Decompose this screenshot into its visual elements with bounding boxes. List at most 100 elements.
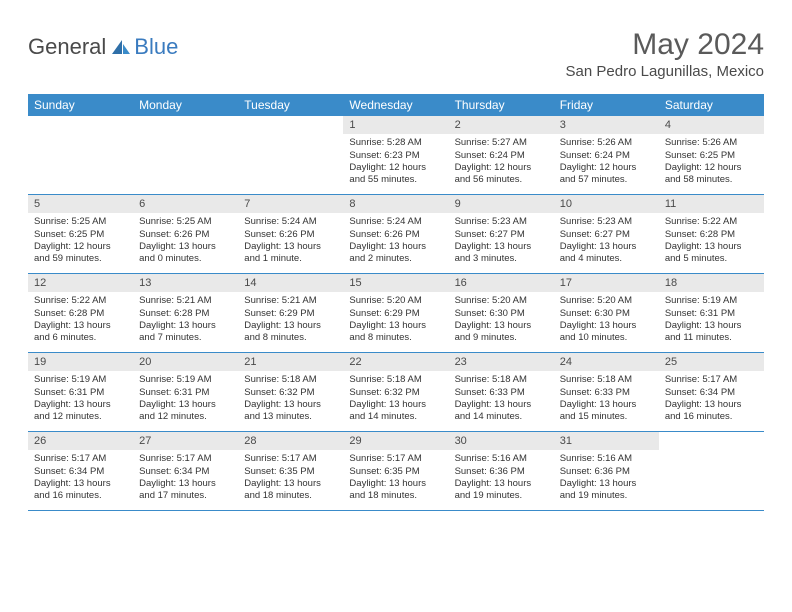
day-body: Sunrise: 5:23 AMSunset: 6:27 PMDaylight:… (554, 213, 659, 269)
sunrise-line: Sunrise: 5:20 AM (349, 295, 442, 307)
weekday-header: Saturday (659, 94, 764, 116)
day-cell: 28Sunrise: 5:17 AMSunset: 6:35 PMDayligh… (238, 432, 343, 510)
day-cell: 10Sunrise: 5:23 AMSunset: 6:27 PMDayligh… (554, 195, 659, 273)
day-cell: 15Sunrise: 5:20 AMSunset: 6:29 PMDayligh… (343, 274, 448, 352)
day-number: 2 (449, 116, 554, 134)
daylight-line: Daylight: 13 hours and 3 minutes. (455, 241, 548, 266)
day-number: 30 (449, 432, 554, 450)
sunrise-line: Sunrise: 5:21 AM (244, 295, 337, 307)
day-body: Sunrise: 5:16 AMSunset: 6:36 PMDaylight:… (449, 450, 554, 506)
daylight-line: Daylight: 13 hours and 18 minutes. (244, 478, 337, 503)
day-body: Sunrise: 5:18 AMSunset: 6:33 PMDaylight:… (554, 371, 659, 427)
month-title: May 2024 (566, 28, 764, 61)
day-body: Sunrise: 5:19 AMSunset: 6:31 PMDaylight:… (659, 292, 764, 348)
sunset-line: Sunset: 6:32 PM (244, 387, 337, 399)
daylight-line: Daylight: 13 hours and 19 minutes. (455, 478, 548, 503)
sunrise-line: Sunrise: 5:18 AM (455, 374, 548, 386)
day-body: Sunrise: 5:20 AMSunset: 6:30 PMDaylight:… (449, 292, 554, 348)
sunrise-line: Sunrise: 5:19 AM (665, 295, 758, 307)
weekday-header: Friday (554, 94, 659, 116)
sunrise-line: Sunrise: 5:17 AM (139, 453, 232, 465)
daylight-line: Daylight: 13 hours and 12 minutes. (139, 399, 232, 424)
day-number: 11 (659, 195, 764, 213)
day-cell: 4Sunrise: 5:26 AMSunset: 6:25 PMDaylight… (659, 116, 764, 194)
sunrise-line: Sunrise: 5:23 AM (455, 216, 548, 228)
day-number: 22 (343, 353, 448, 371)
day-number: 31 (554, 432, 659, 450)
day-cell: 2Sunrise: 5:27 AMSunset: 6:24 PMDaylight… (449, 116, 554, 194)
week-row: 19Sunrise: 5:19 AMSunset: 6:31 PMDayligh… (28, 353, 764, 432)
sunrise-line: Sunrise: 5:22 AM (665, 216, 758, 228)
day-cell: 30Sunrise: 5:16 AMSunset: 6:36 PMDayligh… (449, 432, 554, 510)
daylight-line: Daylight: 13 hours and 1 minute. (244, 241, 337, 266)
day-number: 1 (343, 116, 448, 134)
day-cell: 16Sunrise: 5:20 AMSunset: 6:30 PMDayligh… (449, 274, 554, 352)
sunset-line: Sunset: 6:35 PM (244, 466, 337, 478)
day-body: Sunrise: 5:19 AMSunset: 6:31 PMDaylight:… (28, 371, 133, 427)
daylight-line: Daylight: 13 hours and 11 minutes. (665, 320, 758, 345)
sunrise-line: Sunrise: 5:24 AM (244, 216, 337, 228)
sunset-line: Sunset: 6:28 PM (139, 308, 232, 320)
day-number: 27 (133, 432, 238, 450)
day-cell: 27Sunrise: 5:17 AMSunset: 6:34 PMDayligh… (133, 432, 238, 510)
day-cell: 17Sunrise: 5:20 AMSunset: 6:30 PMDayligh… (554, 274, 659, 352)
day-cell: 18Sunrise: 5:19 AMSunset: 6:31 PMDayligh… (659, 274, 764, 352)
day-number: 23 (449, 353, 554, 371)
sunset-line: Sunset: 6:27 PM (455, 229, 548, 241)
day-number: 16 (449, 274, 554, 292)
brand-part2: Blue (134, 34, 178, 60)
sunset-line: Sunset: 6:32 PM (349, 387, 442, 399)
title-block: May 2024 San Pedro Lagunillas, Mexico (566, 28, 764, 80)
day-body: Sunrise: 5:24 AMSunset: 6:26 PMDaylight:… (343, 213, 448, 269)
daylight-line: Daylight: 13 hours and 14 minutes. (349, 399, 442, 424)
sunset-line: Sunset: 6:29 PM (349, 308, 442, 320)
day-body: Sunrise: 5:25 AMSunset: 6:26 PMDaylight:… (133, 213, 238, 269)
sunset-line: Sunset: 6:29 PM (244, 308, 337, 320)
sunrise-line: Sunrise: 5:16 AM (560, 453, 653, 465)
sunrise-line: Sunrise: 5:21 AM (139, 295, 232, 307)
daylight-line: Daylight: 13 hours and 0 minutes. (139, 241, 232, 266)
day-number: 8 (343, 195, 448, 213)
day-cell: 11Sunrise: 5:22 AMSunset: 6:28 PMDayligh… (659, 195, 764, 273)
weekday-header: Monday (133, 94, 238, 116)
sunset-line: Sunset: 6:34 PM (665, 387, 758, 399)
day-body: Sunrise: 5:17 AMSunset: 6:34 PMDaylight:… (28, 450, 133, 506)
daylight-line: Daylight: 13 hours and 7 minutes. (139, 320, 232, 345)
day-cell (133, 116, 238, 194)
sunset-line: Sunset: 6:36 PM (560, 466, 653, 478)
day-body: Sunrise: 5:25 AMSunset: 6:25 PMDaylight:… (28, 213, 133, 269)
day-body: Sunrise: 5:26 AMSunset: 6:24 PMDaylight:… (554, 134, 659, 190)
day-body: Sunrise: 5:20 AMSunset: 6:29 PMDaylight:… (343, 292, 448, 348)
day-number: 21 (238, 353, 343, 371)
day-number: 3 (554, 116, 659, 134)
day-cell: 20Sunrise: 5:19 AMSunset: 6:31 PMDayligh… (133, 353, 238, 431)
day-body: Sunrise: 5:24 AMSunset: 6:26 PMDaylight:… (238, 213, 343, 269)
sunrise-line: Sunrise: 5:16 AM (455, 453, 548, 465)
day-cell: 6Sunrise: 5:25 AMSunset: 6:26 PMDaylight… (133, 195, 238, 273)
sunset-line: Sunset: 6:23 PM (349, 150, 442, 162)
day-body: Sunrise: 5:26 AMSunset: 6:25 PMDaylight:… (659, 134, 764, 190)
day-cell: 31Sunrise: 5:16 AMSunset: 6:36 PMDayligh… (554, 432, 659, 510)
weeks-container: 1Sunrise: 5:28 AMSunset: 6:23 PMDaylight… (28, 116, 764, 511)
day-number: 14 (238, 274, 343, 292)
week-row: 26Sunrise: 5:17 AMSunset: 6:34 PMDayligh… (28, 432, 764, 511)
sunset-line: Sunset: 6:36 PM (455, 466, 548, 478)
week-row: 5Sunrise: 5:25 AMSunset: 6:25 PMDaylight… (28, 195, 764, 274)
day-number: 29 (343, 432, 448, 450)
day-cell: 29Sunrise: 5:17 AMSunset: 6:35 PMDayligh… (343, 432, 448, 510)
brand-part1: General (28, 34, 106, 60)
daylight-line: Daylight: 13 hours and 9 minutes. (455, 320, 548, 345)
sunrise-line: Sunrise: 5:19 AM (139, 374, 232, 386)
day-cell: 7Sunrise: 5:24 AMSunset: 6:26 PMDaylight… (238, 195, 343, 273)
day-number: 7 (238, 195, 343, 213)
day-cell: 5Sunrise: 5:25 AMSunset: 6:25 PMDaylight… (28, 195, 133, 273)
sunset-line: Sunset: 6:24 PM (455, 150, 548, 162)
sunrise-line: Sunrise: 5:26 AM (560, 137, 653, 149)
day-number: 18 (659, 274, 764, 292)
day-number: 10 (554, 195, 659, 213)
sunset-line: Sunset: 6:30 PM (455, 308, 548, 320)
daylight-line: Daylight: 13 hours and 12 minutes. (34, 399, 127, 424)
sunrise-line: Sunrise: 5:17 AM (34, 453, 127, 465)
day-cell: 13Sunrise: 5:21 AMSunset: 6:28 PMDayligh… (133, 274, 238, 352)
sunrise-line: Sunrise: 5:18 AM (244, 374, 337, 386)
